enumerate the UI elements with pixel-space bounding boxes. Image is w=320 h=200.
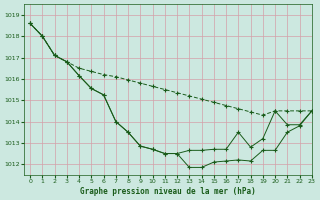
X-axis label: Graphe pression niveau de la mer (hPa): Graphe pression niveau de la mer (hPa): [80, 187, 256, 196]
